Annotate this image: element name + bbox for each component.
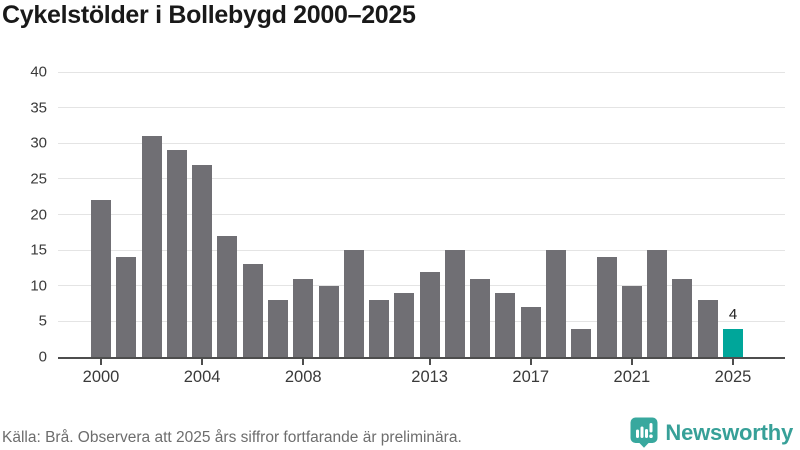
bar-2019 bbox=[571, 328, 592, 357]
bar-2008 bbox=[293, 278, 314, 357]
y-axis-label-25: 25 bbox=[30, 170, 47, 188]
bar-2001 bbox=[116, 257, 137, 357]
y-axis-label-0: 0 bbox=[38, 348, 47, 366]
bar-2005 bbox=[217, 235, 238, 357]
bar-2012 bbox=[394, 292, 415, 357]
y-axis-label-10: 10 bbox=[30, 277, 47, 295]
x-axis-label-2025: 2025 bbox=[714, 368, 752, 386]
bar-2010 bbox=[343, 250, 364, 357]
newsworthy-logo-text: Newsworthy bbox=[665, 419, 793, 445]
x-axis-label-2004: 2004 bbox=[183, 368, 221, 386]
bar-2020 bbox=[596, 257, 617, 357]
x-axis-label-2017: 2017 bbox=[512, 368, 550, 386]
bar-2000 bbox=[91, 200, 111, 357]
bar-2006 bbox=[242, 264, 263, 357]
gridline-y-20 bbox=[58, 214, 785, 215]
y-axis-label-35: 35 bbox=[30, 99, 47, 117]
bar-2004 bbox=[192, 164, 213, 357]
bar-2018 bbox=[546, 250, 567, 357]
bar-2023 bbox=[672, 278, 693, 357]
bar-2016 bbox=[495, 292, 516, 357]
bar-2002 bbox=[141, 136, 162, 357]
y-axis-label-15: 15 bbox=[30, 241, 47, 259]
plot-area: 0 5 10 15 20 25 30 35 40 2000 2004 2008 2013 2017 2021… bbox=[30, 64, 785, 386]
y-axis-label-30: 30 bbox=[30, 134, 47, 152]
x-axis-tick-2017 bbox=[529, 359, 532, 365]
highlight-value-label: 4 bbox=[728, 305, 738, 323]
bar-2011 bbox=[369, 300, 390, 357]
chart-title: Cykelstölder i Bollebygd 2000–2025 bbox=[2, 1, 416, 29]
bar-2003 bbox=[166, 150, 187, 357]
bar-2021 bbox=[621, 285, 642, 357]
y-axis-label-20: 20 bbox=[30, 206, 47, 223]
newsworthy-logo: Newsworthy bbox=[630, 417, 793, 448]
bar-2015 bbox=[470, 278, 491, 357]
gridline-y-30 bbox=[58, 142, 785, 144]
gridline-y-40 bbox=[58, 71, 785, 73]
y-axis-label-5: 5 bbox=[38, 312, 47, 330]
bar-2009 bbox=[318, 285, 339, 357]
gridline-y-15 bbox=[58, 249, 785, 251]
x-axis-label-2013: 2013 bbox=[411, 368, 448, 386]
x-axis-label-2008: 2008 bbox=[284, 368, 322, 386]
x-axis-tick-2000 bbox=[100, 359, 102, 365]
x-axis-label-2000: 2000 bbox=[82, 368, 120, 386]
source-note: Källa: Brå. Observera att 2025 års siffr… bbox=[2, 429, 462, 446]
gridline-y-35 bbox=[58, 107, 785, 109]
y-axis-label-40: 40 bbox=[30, 63, 47, 81]
bar-2014 bbox=[444, 250, 465, 357]
x-axis-tick-2013 bbox=[428, 359, 431, 365]
bar-2013 bbox=[419, 271, 440, 357]
newsworthy-speech-bubble-bar-chart-icon bbox=[630, 417, 658, 448]
x-axis-tick-2004 bbox=[201, 359, 204, 365]
gridline-y-25 bbox=[58, 178, 785, 180]
bar-2022 bbox=[647, 250, 668, 357]
bar-2024 bbox=[697, 300, 718, 357]
bar-2017 bbox=[520, 307, 541, 357]
x-axis-tick-2025 bbox=[732, 359, 734, 365]
x-axis-label-2021: 2021 bbox=[613, 368, 651, 386]
bar-2025 bbox=[723, 328, 743, 357]
bar-2007 bbox=[267, 300, 288, 357]
x-axis-tick-2008 bbox=[302, 359, 305, 365]
x-axis-tick-2021 bbox=[630, 359, 633, 365]
